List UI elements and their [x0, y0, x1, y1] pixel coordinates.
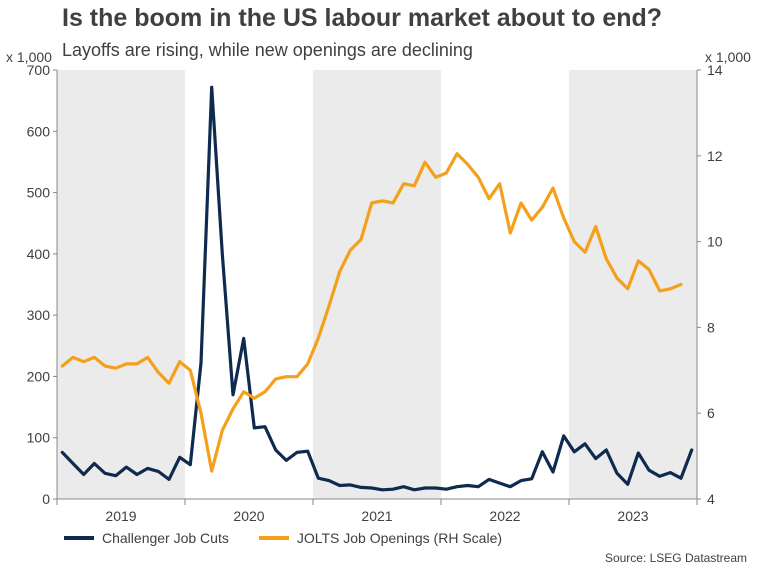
- x-tick-label-2020: 2020: [233, 508, 264, 524]
- right-tick-label: 12: [707, 148, 723, 164]
- left-tick-label: 400: [27, 246, 51, 262]
- year-band-2019: [57, 70, 185, 499]
- source-note: Source: LSEG Datastream: [604, 551, 747, 565]
- year-band-2021: [313, 70, 441, 499]
- left-tick-label: 300: [27, 307, 51, 323]
- left-tick-label: 600: [27, 123, 51, 139]
- right-axis-unit: x 1,000: [705, 49, 751, 65]
- jolts-job-openings-line: [60, 152, 683, 473]
- right-tick-label: 14: [707, 62, 723, 78]
- left-tick-label: 0: [42, 491, 50, 507]
- year-band-2023: [569, 70, 697, 499]
- right-tick-label: 4: [707, 491, 715, 507]
- challenger-job-cuts-line: [60, 85, 694, 492]
- x-tick-label-2023: 2023: [617, 508, 648, 524]
- legend-item-challenger: Challenger Job Cuts: [64, 530, 229, 546]
- left-tick-label: 200: [27, 368, 51, 384]
- left-axis-unit: x 1,000: [6, 49, 52, 65]
- legend-item-jolts: JOLTS Job Openings (RH Scale): [258, 530, 503, 546]
- left-tick-label: 500: [27, 185, 51, 201]
- left-tick-label: 700: [27, 62, 51, 78]
- chart-subtitle: Layoffs are rising, while new openings a…: [62, 40, 473, 60]
- legend-swatch-jolts: [258, 536, 289, 540]
- legend-swatch-challenger: [64, 536, 94, 540]
- x-tick-label-2021: 2021: [361, 508, 392, 524]
- x-tick-label-2019: 2019: [105, 508, 136, 524]
- right-tick-label: 10: [707, 234, 723, 250]
- chart-legend: Challenger Job Cuts JOLTS Job Openings (…: [64, 530, 502, 546]
- chart-title: Is the boom in the US labour market abou…: [62, 4, 663, 32]
- right-tick-label: 6: [707, 405, 715, 421]
- legend-label-jolts: JOLTS Job Openings (RH Scale): [296, 530, 503, 546]
- legend-label-challenger: Challenger Job Cuts: [102, 530, 229, 546]
- right-tick-label: 8: [707, 319, 715, 335]
- left-tick-label: 100: [27, 430, 51, 446]
- x-tick-label-2022: 2022: [489, 508, 520, 524]
